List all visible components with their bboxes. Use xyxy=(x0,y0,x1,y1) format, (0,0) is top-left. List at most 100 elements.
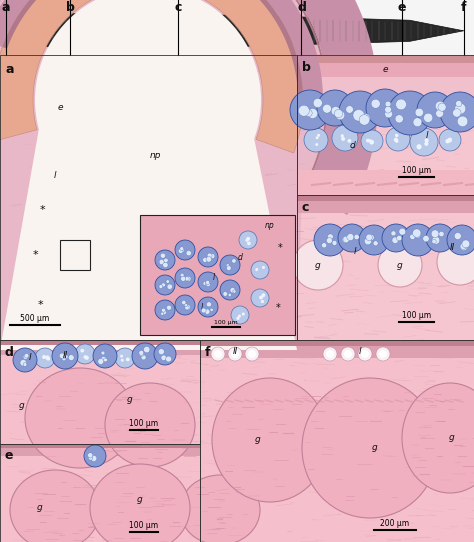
Circle shape xyxy=(141,355,146,360)
Bar xyxy=(297,55,474,77)
Circle shape xyxy=(231,350,239,358)
Circle shape xyxy=(385,101,391,107)
Text: 100 μm: 100 μm xyxy=(129,419,159,428)
Circle shape xyxy=(323,347,337,361)
Circle shape xyxy=(262,266,265,269)
Circle shape xyxy=(186,276,191,281)
Circle shape xyxy=(162,356,167,360)
Circle shape xyxy=(180,247,183,250)
Ellipse shape xyxy=(10,470,100,542)
Circle shape xyxy=(184,304,187,307)
Circle shape xyxy=(259,295,263,300)
Circle shape xyxy=(327,237,332,243)
Circle shape xyxy=(167,284,173,289)
Circle shape xyxy=(245,347,259,361)
Text: d: d xyxy=(5,346,14,359)
Circle shape xyxy=(410,128,438,156)
Text: *: * xyxy=(278,243,283,253)
Bar xyxy=(200,340,474,358)
Text: b: b xyxy=(66,1,74,14)
Circle shape xyxy=(227,267,231,270)
Circle shape xyxy=(198,247,218,267)
Circle shape xyxy=(175,268,195,288)
Text: 100 μm: 100 μm xyxy=(214,320,238,325)
Bar xyxy=(200,340,474,346)
Circle shape xyxy=(115,348,135,368)
Circle shape xyxy=(366,139,370,143)
Text: l: l xyxy=(359,347,361,357)
Circle shape xyxy=(326,350,334,358)
Circle shape xyxy=(379,350,387,358)
Text: l: l xyxy=(29,352,31,362)
Circle shape xyxy=(46,357,50,360)
Bar xyxy=(297,195,474,213)
Circle shape xyxy=(255,268,258,270)
Text: a: a xyxy=(1,1,10,14)
Circle shape xyxy=(261,300,264,303)
Ellipse shape xyxy=(180,475,260,542)
Text: c: c xyxy=(302,201,310,214)
Circle shape xyxy=(207,302,211,307)
Circle shape xyxy=(186,250,191,256)
Circle shape xyxy=(336,111,345,120)
Circle shape xyxy=(126,358,130,362)
Bar xyxy=(0,444,200,542)
Circle shape xyxy=(361,350,369,358)
Bar xyxy=(200,340,474,542)
Circle shape xyxy=(220,280,240,300)
Circle shape xyxy=(81,349,84,352)
Circle shape xyxy=(210,308,213,312)
Circle shape xyxy=(382,224,410,252)
Circle shape xyxy=(24,353,29,358)
Circle shape xyxy=(424,113,433,122)
Circle shape xyxy=(83,355,87,359)
Circle shape xyxy=(161,355,166,360)
Circle shape xyxy=(155,250,175,270)
Circle shape xyxy=(159,259,164,264)
Text: g: g xyxy=(37,504,43,513)
Circle shape xyxy=(162,308,165,312)
Circle shape xyxy=(42,355,46,359)
Circle shape xyxy=(395,134,399,137)
Circle shape xyxy=(68,354,74,360)
Circle shape xyxy=(376,347,390,361)
Circle shape xyxy=(341,137,345,141)
Bar xyxy=(297,195,474,201)
Circle shape xyxy=(180,273,184,277)
Text: *: * xyxy=(275,303,281,313)
Circle shape xyxy=(91,455,97,461)
Circle shape xyxy=(360,114,370,124)
Circle shape xyxy=(262,293,265,297)
Text: II: II xyxy=(449,243,455,253)
Text: d: d xyxy=(349,140,355,150)
Circle shape xyxy=(161,312,164,315)
Circle shape xyxy=(328,234,333,240)
Circle shape xyxy=(89,456,93,460)
Circle shape xyxy=(397,235,402,241)
Circle shape xyxy=(101,357,106,362)
Circle shape xyxy=(52,343,78,369)
Circle shape xyxy=(20,359,27,366)
Circle shape xyxy=(426,224,454,252)
Bar xyxy=(0,55,297,340)
Circle shape xyxy=(347,139,351,143)
Text: c: c xyxy=(174,1,182,14)
Circle shape xyxy=(206,282,210,287)
Circle shape xyxy=(185,276,189,281)
Circle shape xyxy=(343,236,349,243)
Circle shape xyxy=(198,272,218,292)
Ellipse shape xyxy=(402,383,474,493)
Circle shape xyxy=(371,99,380,108)
Text: l: l xyxy=(54,171,56,179)
Circle shape xyxy=(251,289,269,307)
Circle shape xyxy=(181,276,186,281)
Circle shape xyxy=(417,144,421,150)
Circle shape xyxy=(64,354,68,359)
Circle shape xyxy=(423,235,429,242)
Circle shape xyxy=(211,347,225,361)
Circle shape xyxy=(246,239,248,242)
Circle shape xyxy=(391,231,396,236)
Circle shape xyxy=(394,138,398,142)
Circle shape xyxy=(45,356,49,360)
Circle shape xyxy=(203,281,207,286)
